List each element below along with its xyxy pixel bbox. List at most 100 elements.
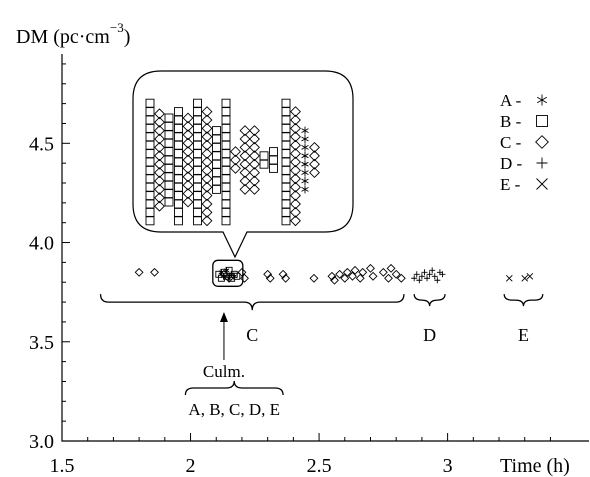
callout-marker-diamond — [290, 215, 301, 227]
point-c — [340, 273, 350, 283]
legend-marker-plus — [536, 157, 548, 169]
callout-marker-diamond — [182, 171, 194, 183]
callout-marker-diamond — [239, 175, 251, 187]
callout-marker-diamond — [290, 164, 301, 176]
point-c — [355, 273, 365, 283]
callout-marker-diamond — [249, 183, 260, 195]
callout-marker-diamond — [290, 131, 301, 143]
brace-e — [503, 294, 544, 307]
callout-marker-diamond — [239, 125, 251, 137]
callout-marker-diamond — [154, 133, 165, 145]
callout-marker-diamond — [239, 150, 251, 162]
callout-marker-diamond — [290, 148, 301, 160]
callout-marker-diamond — [239, 183, 251, 195]
culmination-brace — [184, 380, 284, 396]
callout-marker-diamond — [154, 150, 165, 162]
callout-marker-asterisk — [301, 135, 309, 143]
legend: A - B - C - D - E - — [500, 91, 549, 194]
callout-marker-diamond — [249, 158, 260, 170]
legend-marker-diamond — [535, 135, 549, 149]
x-tick-label: 1.5 — [50, 455, 75, 477]
x-tick-label: 2 — [186, 455, 196, 477]
callout-marker-diamond — [290, 173, 301, 185]
legend-marker-square — [536, 115, 548, 127]
point-c — [327, 271, 337, 281]
point-b — [233, 272, 241, 280]
point-d — [426, 271, 433, 278]
callout-marker-diamond — [239, 133, 251, 145]
callout-marker-asterisk — [301, 151, 309, 160]
callout-marker-asterisk — [301, 177, 309, 185]
callout-marker-diamond — [154, 125, 165, 137]
x-axis-label: Time (h) — [500, 455, 570, 477]
point-c — [240, 273, 249, 283]
callout-marker-diamond — [154, 116, 165, 128]
callout-marker-diamond — [182, 120, 194, 132]
point-d — [416, 277, 423, 284]
callout-marker-diamond — [249, 175, 260, 187]
callout-marker-diamond — [290, 122, 301, 134]
y-tick-label: 3.0 — [29, 431, 54, 453]
zoom-callout — [132, 70, 354, 287]
callout-marker-diamond — [201, 181, 213, 193]
point-c — [330, 275, 339, 285]
cluster-highlight — [212, 259, 244, 287]
data-points — [134, 263, 534, 285]
point-c — [309, 273, 319, 283]
point-c — [350, 265, 360, 275]
point-c — [348, 271, 357, 281]
point-d — [413, 271, 420, 278]
point-d — [439, 271, 446, 278]
callout-marker-diamond — [201, 114, 213, 126]
culmination-arrow-head — [219, 312, 228, 322]
callout-marker-diamond — [249, 167, 260, 179]
callout-marker-diamond — [290, 139, 301, 151]
callout-marker-diamond — [249, 125, 260, 137]
callout-marker-diamond — [290, 206, 301, 218]
point-c — [263, 269, 273, 279]
legend-label-d: D - — [500, 154, 523, 173]
legend-marker-cross — [536, 178, 548, 190]
y-tick-label: 3.5 — [29, 332, 54, 354]
callout-marker-asterisk — [301, 160, 309, 169]
point-d — [411, 275, 418, 282]
callout-marker-diamond — [309, 150, 320, 162]
point-c — [278, 269, 288, 279]
callout-marker-diamond — [201, 190, 213, 202]
point-c — [378, 267, 388, 277]
point-b — [225, 266, 233, 274]
callout-marker-diamond — [290, 190, 301, 202]
callout-marker-square — [145, 216, 155, 226]
callout-marker-diamond — [182, 146, 194, 158]
callout-marker-diamond — [230, 154, 241, 166]
point-e — [521, 274, 529, 282]
callout-marker-diamond — [154, 167, 165, 179]
callout-marker-diamond — [182, 112, 194, 124]
callout-marker-diamond — [201, 164, 213, 176]
callout-marker-diamond — [182, 179, 194, 191]
point-c — [150, 267, 159, 277]
point-d — [421, 269, 428, 276]
point-c — [386, 263, 396, 273]
point-c — [134, 267, 144, 277]
brace-d — [413, 294, 446, 307]
callout-marker-diamond — [182, 154, 194, 166]
legend-label-c: C - — [500, 133, 522, 152]
culmination-label: Culm. — [203, 362, 245, 381]
brace-c — [99, 294, 405, 311]
point-c — [281, 273, 291, 283]
callout-marker-diamond — [290, 181, 301, 193]
callout-marker-square — [174, 216, 183, 226]
point-c — [396, 273, 406, 283]
point-c — [342, 267, 352, 277]
callout-marker-diamond — [182, 188, 194, 200]
y-axis-label-close: ) — [124, 26, 131, 48]
callout-marker-diamond — [230, 162, 241, 174]
point-c — [265, 273, 275, 283]
callout-marker-diamond — [154, 141, 165, 153]
callout-marker-square — [281, 216, 291, 226]
legend-label-a: A - — [500, 91, 522, 110]
callout-marker-diamond — [309, 167, 320, 179]
callout-marker-square — [193, 216, 202, 226]
point-d — [424, 275, 431, 282]
